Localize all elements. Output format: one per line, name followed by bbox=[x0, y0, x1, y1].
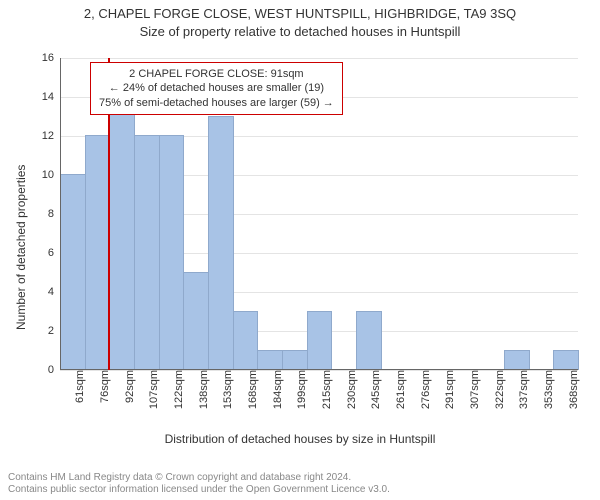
bar bbox=[183, 272, 209, 371]
x-tick-label: 337sqm bbox=[512, 370, 530, 409]
x-tick-label: 199sqm bbox=[290, 370, 308, 409]
x-tick-label: 230sqm bbox=[340, 370, 358, 409]
x-tick-label: 168sqm bbox=[241, 370, 259, 409]
x-tick-label: 307sqm bbox=[463, 370, 481, 409]
y-axis-label: Number of detached properties bbox=[14, 165, 28, 330]
gridline bbox=[60, 58, 578, 59]
bar bbox=[233, 311, 259, 371]
y-tick-label: 14 bbox=[42, 91, 60, 103]
x-tick-label: 215sqm bbox=[315, 370, 333, 409]
footer: Contains HM Land Registry data © Crown c… bbox=[8, 472, 390, 496]
x-tick-label: 353sqm bbox=[537, 370, 555, 409]
y-tick-label: 12 bbox=[42, 130, 60, 142]
x-tick-label: 291sqm bbox=[438, 370, 456, 409]
bar bbox=[109, 77, 135, 371]
bar bbox=[553, 350, 579, 371]
bar bbox=[134, 135, 160, 370]
y-tick-label: 0 bbox=[48, 364, 60, 376]
bar bbox=[356, 311, 382, 371]
chart-container: 2, CHAPEL FORGE CLOSE, WEST HUNTSPILL, H… bbox=[0, 0, 600, 500]
x-tick-label: 107sqm bbox=[142, 370, 160, 409]
annotation-line1: 2 CHAPEL FORGE CLOSE: 91sqm bbox=[99, 67, 334, 81]
bar bbox=[60, 174, 86, 370]
x-tick-label: 261sqm bbox=[389, 370, 407, 409]
y-tick-label: 8 bbox=[48, 208, 60, 220]
x-tick-label: 276sqm bbox=[414, 370, 432, 409]
x-tick-label: 322sqm bbox=[488, 370, 506, 409]
bar bbox=[208, 116, 234, 371]
y-tick-label: 6 bbox=[48, 247, 60, 259]
x-tick-label: 368sqm bbox=[562, 370, 580, 409]
x-tick-label: 184sqm bbox=[266, 370, 284, 409]
x-tick-label: 122sqm bbox=[167, 370, 185, 409]
x-tick-label: 245sqm bbox=[364, 370, 382, 409]
bar bbox=[257, 350, 283, 371]
bar bbox=[307, 311, 333, 371]
x-tick-label: 138sqm bbox=[192, 370, 210, 409]
chart-title-address: 2, CHAPEL FORGE CLOSE, WEST HUNTSPILL, H… bbox=[0, 6, 600, 21]
annotation-line2: ← 24% of detached houses are smaller (19… bbox=[99, 81, 334, 95]
y-tick-label: 4 bbox=[48, 286, 60, 298]
x-tick-label: 76sqm bbox=[93, 370, 111, 403]
bar bbox=[504, 350, 530, 371]
chart-subtitle: Size of property relative to detached ho… bbox=[0, 24, 600, 39]
annotation-box: 2 CHAPEL FORGE CLOSE: 91sqm ← 24% of det… bbox=[90, 62, 343, 115]
y-tick-label: 2 bbox=[48, 325, 60, 337]
y-tick-label: 10 bbox=[42, 169, 60, 181]
x-tick-label: 92sqm bbox=[118, 370, 136, 403]
bar bbox=[159, 135, 185, 370]
y-tick-label: 16 bbox=[42, 52, 60, 64]
bar bbox=[282, 350, 308, 371]
x-axis-label: Distribution of detached houses by size … bbox=[0, 432, 600, 446]
x-tick-label: 153sqm bbox=[216, 370, 234, 409]
x-axis-line bbox=[60, 369, 578, 370]
annotation-line3: 75% of semi-detached houses are larger (… bbox=[99, 96, 334, 110]
x-tick-label: 61sqm bbox=[68, 370, 86, 403]
footer-line1: Contains HM Land Registry data © Crown c… bbox=[8, 472, 390, 484]
footer-line2: Contains public sector information licen… bbox=[8, 484, 390, 496]
y-axis-line bbox=[60, 58, 61, 370]
bar bbox=[85, 135, 111, 370]
